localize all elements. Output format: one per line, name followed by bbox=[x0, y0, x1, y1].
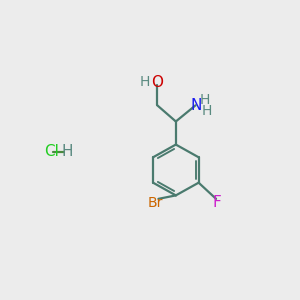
Text: H: H bbox=[62, 144, 74, 159]
Text: H: H bbox=[202, 104, 212, 118]
Text: Br: Br bbox=[148, 196, 163, 210]
Text: Cl: Cl bbox=[44, 144, 59, 159]
Text: N: N bbox=[191, 98, 202, 113]
Text: O: O bbox=[152, 75, 164, 90]
Text: H: H bbox=[199, 93, 210, 107]
Text: F: F bbox=[213, 195, 222, 210]
Text: H: H bbox=[140, 75, 150, 89]
